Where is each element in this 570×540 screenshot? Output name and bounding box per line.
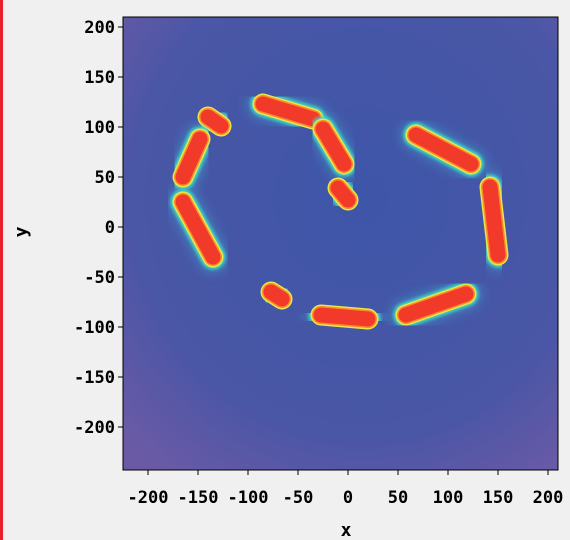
x-tick-label: 150 xyxy=(483,488,514,508)
x-tick-label: 50 xyxy=(388,488,408,508)
x-axis-label: x xyxy=(341,520,352,540)
hot-spot xyxy=(250,91,326,132)
hot-spot-band xyxy=(175,131,208,185)
hot-spot-band xyxy=(408,127,479,172)
left-edge-bar xyxy=(0,0,3,540)
hot-spot xyxy=(325,175,361,213)
x-tick-label: -100 xyxy=(228,488,269,508)
hot-spot xyxy=(310,116,357,177)
plot-frame xyxy=(122,16,559,471)
x-tick-label: -50 xyxy=(283,488,314,508)
y-tick-label: -200 xyxy=(74,418,115,438)
y-tick-label: 0 xyxy=(105,218,115,238)
hot-spot xyxy=(258,279,295,312)
hot-spot xyxy=(393,281,479,328)
x-tick-label: 100 xyxy=(433,488,464,508)
hot-spot xyxy=(195,104,234,139)
y-axis: 200 150 100 50 0 -50 -100 -150 -200 xyxy=(74,18,123,438)
hot-spot xyxy=(403,122,484,177)
y-tick-label: -100 xyxy=(74,318,115,338)
hot-spot xyxy=(308,302,381,332)
hot-spot-band xyxy=(315,121,352,172)
y-tick-label: 100 xyxy=(84,118,115,138)
hot-spot-band xyxy=(175,194,221,265)
y-tick-label: -50 xyxy=(84,268,115,288)
hot-spot xyxy=(477,174,511,268)
y-axis-label: y xyxy=(11,226,32,237)
hot-spot-band xyxy=(330,180,356,208)
hot-spot xyxy=(170,126,213,190)
x-tick-label: -200 xyxy=(128,488,169,508)
x-tick-label: 200 xyxy=(533,488,564,508)
hot-spot-band xyxy=(255,96,321,127)
y-tick-label: -150 xyxy=(74,368,115,388)
y-tick-label: 50 xyxy=(95,168,115,188)
y-tick-label: 150 xyxy=(84,68,115,88)
hot-spot xyxy=(170,189,226,270)
hot-spot-band xyxy=(263,284,290,307)
hot-spot-band xyxy=(482,179,506,263)
y-tick-label: 200 xyxy=(84,18,115,38)
x-tick-label: -150 xyxy=(178,488,219,508)
hot-spots-layer xyxy=(170,91,511,332)
hot-spot-band xyxy=(313,307,376,327)
hot-spot-band xyxy=(398,286,474,323)
x-axis: -200 -150 -100 -50 0 50 100 150 200 xyxy=(128,470,564,508)
x-tick-label: 0 xyxy=(343,488,353,508)
hot-spot-band xyxy=(200,109,229,134)
